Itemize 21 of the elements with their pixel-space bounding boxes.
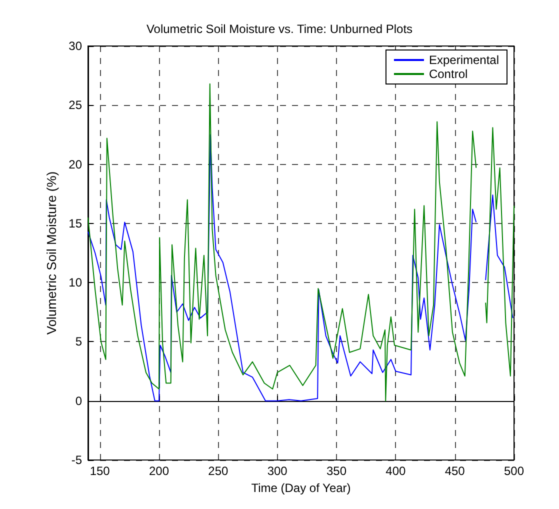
chart-title: Volumetric Soil Moisture vs. Time: Unburned Plots [146, 22, 413, 36]
y-tick-label: 5 [75, 334, 82, 349]
x-tick-label: 500 [504, 464, 524, 478]
x-tick-label: 450 [444, 464, 466, 478]
x-axis-title: Time (Day of Year) [251, 480, 351, 495]
legend-label: Experimental [428, 53, 499, 67]
y-axis-title: Volumetric Soil Moisture (%) [44, 171, 59, 335]
legend-label: Control [428, 67, 468, 81]
y-tick-label: 20 [68, 157, 82, 172]
y-tick-label: 0 [75, 394, 82, 408]
x-tick-label: 350 [326, 464, 347, 478]
y-tick-label: 10 [68, 276, 82, 290]
x-tick-label: 200 [148, 464, 170, 478]
y-tick-label: -5 [71, 453, 82, 467]
x-tick-label: 150 [90, 464, 110, 478]
x-tick-label: 400 [386, 464, 406, 478]
y-tick-label: 25 [68, 98, 82, 112]
y-tick-label: 15 [68, 216, 82, 230]
x-tick-label: 250 [208, 464, 228, 478]
x-tick-label: 300 [267, 464, 288, 478]
y-tick-label: 30 [68, 39, 82, 53]
